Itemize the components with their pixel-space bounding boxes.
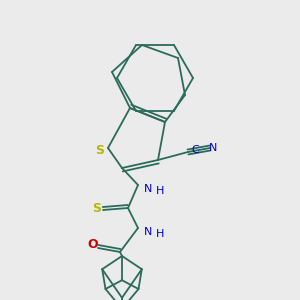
Text: S: S [95,143,104,157]
Text: N: N [144,227,152,237]
Text: S: S [92,202,101,214]
Text: H: H [156,229,164,239]
Text: C: C [191,145,199,155]
Text: N: N [144,184,152,194]
Text: N: N [209,143,217,153]
Text: H: H [156,186,164,196]
Text: O: O [88,238,98,251]
